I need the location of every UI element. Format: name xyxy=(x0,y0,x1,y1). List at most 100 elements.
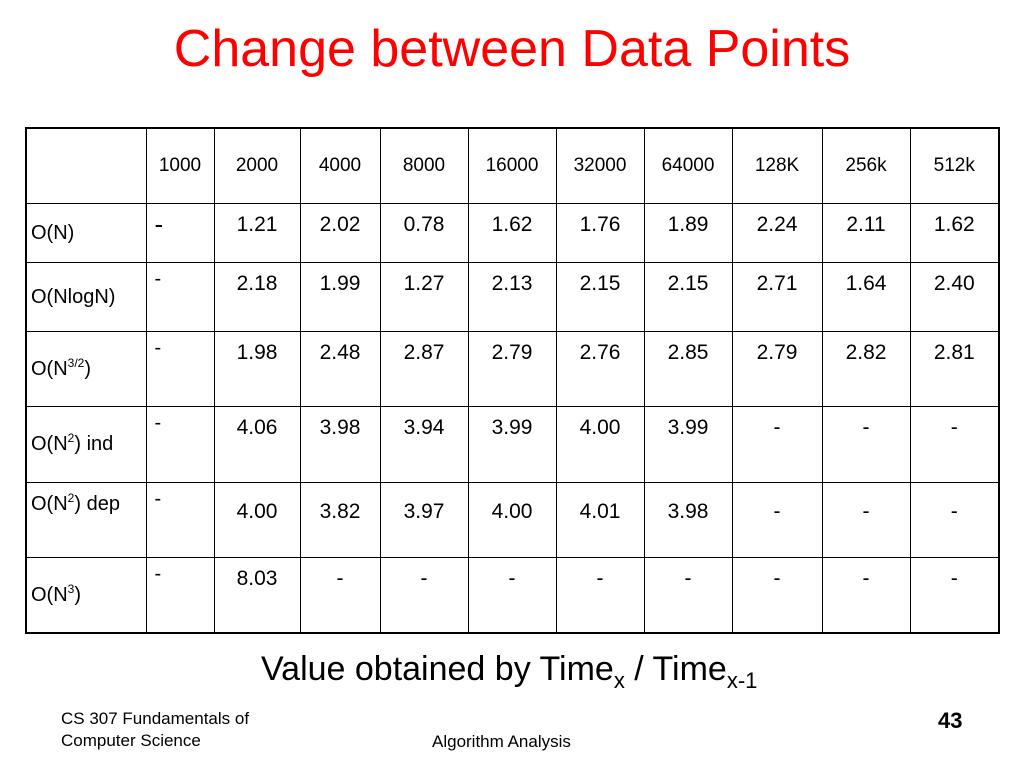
column-header: 1000 xyxy=(145,127,215,204)
row-label: O(N2) dep xyxy=(25,481,147,559)
table-cell: 0.78 xyxy=(379,202,469,264)
table-cell: - xyxy=(731,406,823,483)
table-cell: 4.00 xyxy=(467,481,557,559)
table-cell: - xyxy=(643,557,733,634)
table-cell: 2.18 xyxy=(213,262,301,332)
table-cell: - xyxy=(145,481,215,559)
table-cell: - xyxy=(145,406,215,483)
table-cell: - xyxy=(379,557,469,634)
table-cell: - xyxy=(145,557,215,634)
footer-course-line2: Computer Science xyxy=(61,731,201,750)
footer-course: CS 307 Fundamentals of Computer Science xyxy=(61,708,249,752)
caption-text: Value obtained by Time xyxy=(261,650,614,688)
table-cell: 2.79 xyxy=(467,330,557,408)
table-cell: 2.24 xyxy=(731,202,823,264)
row-label: O(N3/2) xyxy=(25,330,147,408)
table-cell: - xyxy=(821,557,911,634)
table-cell: 1.76 xyxy=(555,202,645,264)
footer-course-line1: CS 307 Fundamentals of xyxy=(61,709,250,728)
table-cell: 3.99 xyxy=(467,406,557,483)
column-header: 256k xyxy=(821,127,911,204)
table-cell: 1.21 xyxy=(213,202,301,264)
column-header: 64000 xyxy=(643,127,733,204)
table-cell: - xyxy=(731,481,823,559)
table-cell: 3.94 xyxy=(379,406,469,483)
row-label-text: O(N xyxy=(31,492,68,515)
table-cell: - xyxy=(909,557,1000,634)
table-cell: 1.89 xyxy=(643,202,733,264)
row-label-text: O(N) xyxy=(31,222,75,245)
table-row: O(N2) dep - 4.00 3.82 3.97 4.00 4.01 3.9… xyxy=(25,481,1000,559)
table-cell: 2.11 xyxy=(821,202,911,264)
table-caption: Value obtained by Timex / Timex-1 xyxy=(261,648,758,693)
column-header: 4000 xyxy=(299,127,381,204)
row-label-suffix: ) xyxy=(84,357,92,380)
table-cell: - xyxy=(909,406,1000,483)
table-cell: - xyxy=(145,330,215,408)
table-cell: 3.97 xyxy=(379,481,469,559)
row-label-suffix: ) xyxy=(108,285,116,308)
table-cell: 3.82 xyxy=(299,481,381,559)
row-label-exponent: 3/2 xyxy=(67,355,85,370)
table-cell: 2.02 xyxy=(299,202,381,264)
table-cell: - xyxy=(731,557,823,634)
caption-subscript-x: x xyxy=(613,668,625,693)
table-cell: - xyxy=(145,262,215,332)
table-cell: 2.48 xyxy=(299,330,381,408)
table-cell: 3.98 xyxy=(643,481,733,559)
table-row: O(N) - 1.21 2.02 0.78 1.62 1.76 1.89 2.2… xyxy=(25,202,1000,264)
table-cell: 2.81 xyxy=(909,330,1000,408)
table-cell: 2.82 xyxy=(821,330,911,408)
row-label: O(N) xyxy=(25,202,147,264)
row-label-suffix: ) xyxy=(74,584,82,606)
header-corner-cell xyxy=(25,127,147,204)
table-cell: 1.64 xyxy=(821,262,911,332)
table-row: O(N3/2) - 1.98 2.48 2.87 2.79 2.76 2.85 … xyxy=(25,330,1000,408)
table-row: O(N2) ind - 4.06 3.98 3.94 3.99 4.00 3.9… xyxy=(25,406,1000,483)
column-header: 2000 xyxy=(213,127,301,204)
row-label-exponent: 2 xyxy=(67,490,75,505)
footer-topic: Algorithm Analysis xyxy=(432,732,571,751)
table-cell: 1.62 xyxy=(909,202,1000,264)
column-header: 16000 xyxy=(467,127,557,204)
table-cell: - xyxy=(467,557,557,634)
row-label-suffix: ) ind xyxy=(74,433,114,456)
table-header-row: 1000 2000 4000 8000 16000 32000 64000 12… xyxy=(25,127,1000,204)
caption-subscript-x-minus-1: x-1 xyxy=(726,668,758,693)
table-cell: 2.71 xyxy=(731,262,823,332)
table-cell: 3.98 xyxy=(299,406,381,483)
table-cell: 4.06 xyxy=(213,406,301,483)
table-cell: 2.79 xyxy=(731,330,823,408)
slide-title: Change between Data Points xyxy=(173,20,851,78)
table-cell: 4.00 xyxy=(555,406,645,483)
table-cell: 1.62 xyxy=(467,202,557,264)
table-cell: - xyxy=(821,406,911,483)
column-header: 512k xyxy=(909,127,1000,204)
table-cell: 1.98 xyxy=(213,330,301,408)
table-cell: 2.13 xyxy=(467,262,557,332)
table-cell: 2.85 xyxy=(643,330,733,408)
column-header: 32000 xyxy=(555,127,645,204)
table-cell: - xyxy=(821,481,911,559)
row-label: O(NlogN) xyxy=(25,262,147,332)
row-label-text: O(NlogN xyxy=(31,285,109,308)
table-cell: 2.76 xyxy=(555,330,645,408)
table-cell: 1.99 xyxy=(299,262,381,332)
table-cell: 4.01 xyxy=(555,481,645,559)
column-header: 128K xyxy=(731,127,823,204)
table-cell: 3.99 xyxy=(643,406,733,483)
table-cell: 2.15 xyxy=(555,262,645,332)
row-label-text: O(N xyxy=(31,357,68,380)
row-label: O(N3) xyxy=(25,557,147,634)
table-cell: - xyxy=(909,481,1000,559)
table-cell: - xyxy=(299,557,381,634)
table-cell: 2.87 xyxy=(379,330,469,408)
table-cell: - xyxy=(145,202,215,264)
table-row: O(NlogN) - 2.18 1.99 1.27 2.13 2.15 2.15… xyxy=(25,262,1000,332)
row-label-exponent: 2 xyxy=(67,431,75,446)
caption-text-middle: / Time xyxy=(624,650,727,688)
row-label-suffix: ) dep xyxy=(74,492,120,515)
table-cell: 8.03 xyxy=(213,557,301,634)
row-label-text: O(N xyxy=(31,433,68,456)
row-label-text: O(N xyxy=(31,584,68,606)
